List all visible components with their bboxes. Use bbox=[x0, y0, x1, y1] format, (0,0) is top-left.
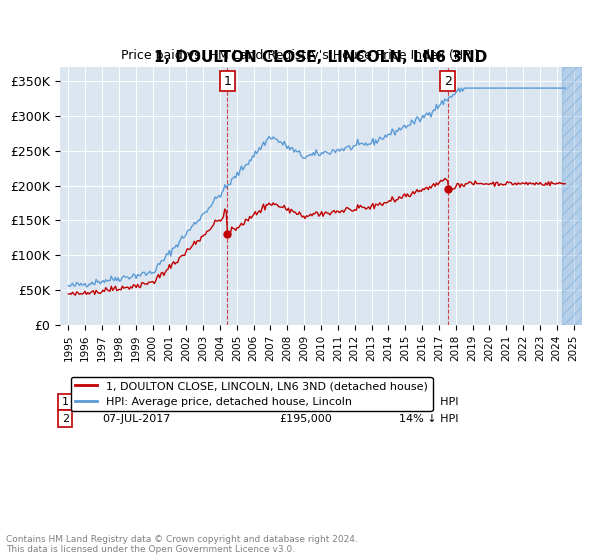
Title: 1, DOULTON CLOSE, LINCOLN, LN6 3ND: 1, DOULTON CLOSE, LINCOLN, LN6 3ND bbox=[154, 50, 488, 64]
Text: 07-JUL-2017: 07-JUL-2017 bbox=[102, 414, 170, 424]
Text: 1: 1 bbox=[223, 74, 232, 87]
Text: £195,000: £195,000 bbox=[279, 414, 332, 424]
Text: 14% ↓ HPI: 14% ↓ HPI bbox=[400, 414, 459, 424]
Text: 23% ↓ HPI: 23% ↓ HPI bbox=[400, 397, 459, 407]
Text: 2: 2 bbox=[62, 414, 69, 424]
Legend: 1, DOULTON CLOSE, LINCOLN, LN6 3ND (detached house), HPI: Average price, detache: 1, DOULTON CLOSE, LINCOLN, LN6 3ND (deta… bbox=[71, 377, 433, 411]
Text: Price paid vs. HM Land Registry's House Price Index (HPI): Price paid vs. HM Land Registry's House … bbox=[121, 49, 479, 62]
Text: £129,950: £129,950 bbox=[279, 397, 332, 407]
Text: 1: 1 bbox=[62, 397, 69, 407]
Text: 2: 2 bbox=[443, 74, 452, 87]
Text: Contains HM Land Registry data © Crown copyright and database right 2024.
This d: Contains HM Land Registry data © Crown c… bbox=[6, 535, 358, 554]
Text: 09-JUN-2004: 09-JUN-2004 bbox=[102, 397, 173, 407]
